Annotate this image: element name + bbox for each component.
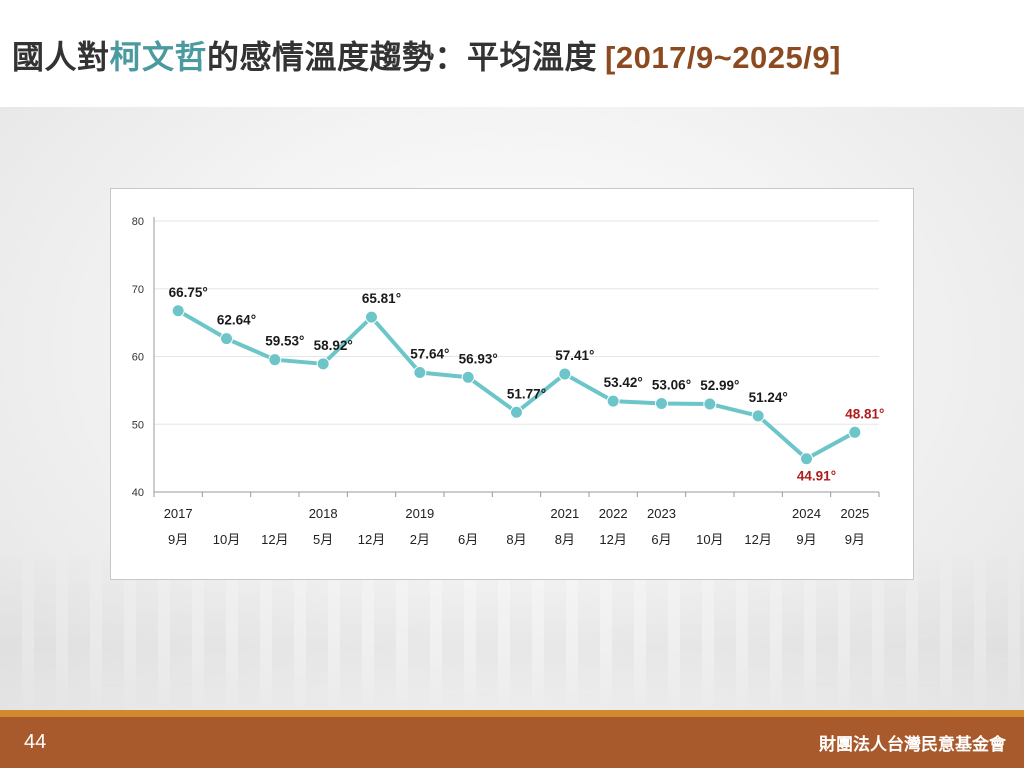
data-label: 58.92°	[314, 338, 353, 353]
title-part1: 國人對	[12, 38, 110, 76]
y-tick-label: 40	[132, 487, 144, 499]
data-point-marker	[171, 304, 185, 318]
x-year-label: 2018	[309, 506, 338, 521]
data-point-marker	[606, 394, 620, 408]
data-label: 51.24°	[749, 390, 788, 405]
data-point-marker	[558, 367, 572, 381]
data-label: 52.99°	[700, 378, 739, 393]
data-point-marker	[365, 310, 378, 324]
x-year-label: 2022	[599, 506, 628, 521]
title-highlight-name: 柯文哲	[109, 38, 208, 76]
data-label: 53.42°	[604, 375, 643, 390]
y-tick-label: 80	[132, 216, 144, 228]
data-point-marker	[461, 370, 475, 384]
x-month-label: 12月	[261, 532, 288, 547]
data-label: 62.64°	[217, 313, 256, 328]
page-title: 國人對柯文哲的感情溫度趨勢：平均溫度 [2017/9~2025/9]	[12, 32, 841, 78]
x-month-label: 9月	[796, 532, 816, 547]
chart-panel: 40 50 60 70 80 2017 9月 10月 12月 2018 5月 12月 2019 2月 6月 8…	[110, 188, 914, 580]
x-month-label: 10月	[213, 532, 240, 547]
data-label: 56.93°	[459, 351, 498, 366]
y-tick-label: 70	[132, 284, 144, 296]
data-point-marker	[848, 425, 862, 439]
organization-name: 財團法人台灣民意基金會	[819, 735, 1006, 755]
x-month-label: 6月	[458, 532, 478, 547]
x-month-label: 12月	[358, 532, 385, 547]
data-label: 53.06°	[652, 378, 691, 393]
data-point-marker	[655, 397, 668, 411]
y-tick-label: 50	[132, 419, 144, 431]
title-part2: 的感情溫度趨勢：平均溫度	[207, 38, 598, 76]
x-month-label: 6月	[651, 532, 671, 547]
footer-bar: 44 財團法人台灣民意基金會	[0, 717, 1024, 768]
data-point-marker	[268, 353, 282, 367]
data-point-marker	[316, 357, 330, 371]
x-month-label: 8月	[506, 532, 526, 547]
page-number: 44	[24, 731, 47, 753]
data-point-marker	[751, 409, 765, 423]
data-point-marker	[800, 452, 813, 466]
x-year-label: 2025	[840, 506, 869, 521]
x-month-label: 8月	[555, 532, 575, 547]
data-label: 48.81°	[845, 406, 884, 421]
x-month-label: 5月	[313, 532, 333, 547]
data-point-marker	[413, 365, 427, 379]
x-year-label: 2024	[792, 506, 821, 521]
data-label: 65.81°	[362, 291, 401, 306]
data-label: 59.53°	[265, 334, 304, 349]
x-month-label: 9月	[845, 532, 865, 547]
x-year-label: 2019	[405, 506, 434, 521]
x-month-label: 2月	[410, 532, 430, 547]
title-date-range: [2017/9~2025/9]	[605, 40, 841, 75]
title-bar: 國人對柯文哲的感情溫度趨勢：平均溫度 [2017/9~2025/9]	[0, 0, 1024, 107]
temperature-line-chart: 40 50 60 70 80 2017 9月 10月 12月 2018 5月 12月 2019 2月 6月 8…	[132, 216, 885, 547]
x-year-label: 2021	[550, 506, 579, 521]
data-label: 57.64°	[410, 346, 449, 361]
x-month-label: 10月	[696, 532, 723, 547]
footer-accent-strip	[0, 710, 1024, 717]
data-point-marker	[220, 332, 233, 346]
data-label: 44.91°	[797, 469, 836, 484]
x-year-label: 2023	[647, 506, 676, 521]
data-point-marker	[703, 397, 717, 411]
data-point-marker	[510, 405, 523, 419]
x-month-label: 12月	[599, 532, 626, 547]
x-month-label: 12月	[744, 532, 771, 547]
y-tick-label: 60	[132, 352, 144, 364]
x-month-label: 9月	[168, 532, 188, 547]
data-label: 57.41°	[555, 348, 594, 363]
data-label: 51.77°	[507, 386, 546, 401]
x-year-label: 2017	[164, 506, 193, 521]
data-label: 66.75°	[169, 285, 208, 300]
